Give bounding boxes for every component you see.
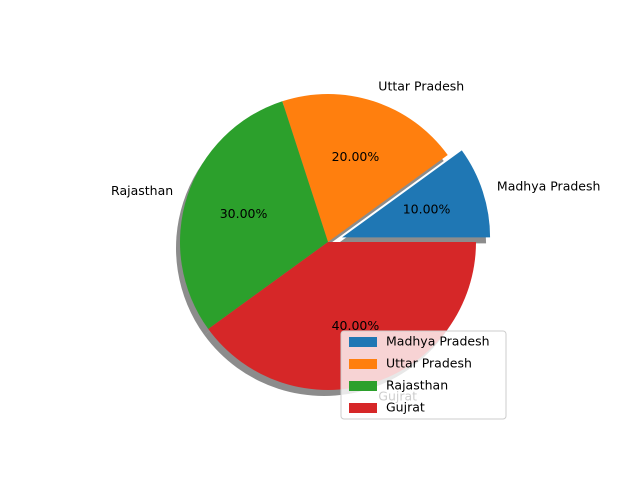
slice-label-uttar-pradesh: Uttar Pradesh <box>378 79 464 94</box>
legend-swatch-rajasthan <box>349 381 377 391</box>
legend-label-gujrat: Gujrat <box>386 400 425 415</box>
legend-swatch-uttar-pradesh <box>349 359 377 369</box>
legend: Madhya Pradesh Uttar Pradesh Rajasthan Gujr… <box>340 330 507 420</box>
legend-swatch-gujrat <box>349 403 377 413</box>
wedge-rajasthan <box>179 101 328 329</box>
percent-label-gujrat: 40.00% <box>332 318 380 333</box>
slice-label-madhya-pradesh: Madhya Pradesh <box>497 179 601 194</box>
legend-label-uttar-pradesh: Uttar Pradesh <box>386 356 472 371</box>
legend-frame <box>340 330 507 420</box>
percent-label-rajasthan: 30.00% <box>220 206 268 221</box>
slice-label-rajasthan: Rajasthan <box>111 183 173 198</box>
legend-label-rajasthan: Rajasthan <box>386 378 448 393</box>
percent-label-uttar-pradesh: 20.00% <box>332 149 380 164</box>
wedge-madhya-pradesh <box>342 150 491 238</box>
percent-label-madhya-pradesh: 10.00% <box>403 201 451 216</box>
wedge-uttar-pradesh <box>282 94 448 242</box>
legend-swatch-madhya-pradesh <box>349 337 377 347</box>
legend-label-madhya-pradesh: Madhya Pradesh <box>386 334 490 349</box>
